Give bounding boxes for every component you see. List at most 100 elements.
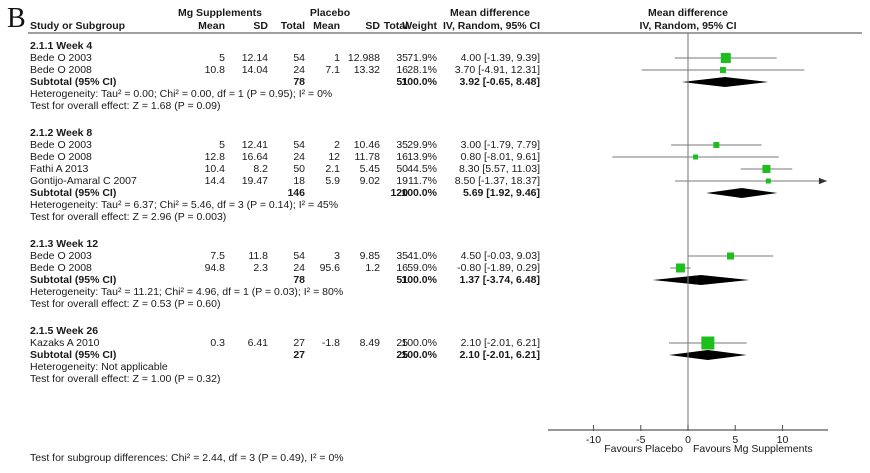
mg-sd: 8.2 <box>253 163 268 175</box>
weight: 13.9% <box>407 151 437 163</box>
ci-arrow-right-icon <box>818 177 827 185</box>
favours-left-label: Favours Placebo <box>604 443 683 455</box>
pl-sd: 9.02 <box>359 175 380 187</box>
mg-total: 27 <box>293 349 305 361</box>
mg-sd: 16.64 <box>241 151 268 163</box>
pl-total: 16 <box>396 151 408 163</box>
subtotal-diamond <box>706 188 778 198</box>
subtotal-label: Subtotal (95% CI) <box>30 187 117 199</box>
pl-total: 51 <box>396 76 408 88</box>
col-header-pl-total: Total <box>383 20 408 32</box>
favours-right-label: Favours Mg Supplements <box>693 443 813 455</box>
subtotal-label: Subtotal (95% CI) <box>30 76 117 88</box>
mg-mean: 12.8 <box>204 151 225 163</box>
pl-sd: 8.49 <box>359 337 380 349</box>
subtotal-label: Subtotal (95% CI) <box>30 349 117 361</box>
axis-tick-label: -10 <box>586 434 601 446</box>
pl-mean: 5.9 <box>325 175 340 187</box>
mg-sd: 2.3 <box>253 262 268 274</box>
study-name: Kazaks A 2010 <box>30 337 100 349</box>
col-header-pl-sd: SD <box>365 20 380 32</box>
plot-column-title: Mean difference <box>648 7 728 19</box>
pl-mean: 7.1 <box>325 64 340 76</box>
mg-sd: 19.47 <box>241 175 268 187</box>
study-name: Fathi A 2013 <box>30 163 89 175</box>
axis-tick-label: -5 <box>636 434 645 446</box>
study-name: Bede O 2003 <box>30 139 92 151</box>
pl-total: 35 <box>396 250 408 262</box>
effect-square <box>693 154 699 160</box>
heterogeneity-text: Heterogeneity: Not applicable <box>30 361 168 373</box>
study-name: Gontijo-Amaral C 2007 <box>30 175 137 187</box>
weight: 28.1% <box>407 64 437 76</box>
overall-effect-text: Test for overall effect: Z = 1.00 (P = 0… <box>30 373 221 385</box>
group-header-mg: Mg Supplements <box>177 7 262 19</box>
weight: 41.0% <box>407 250 437 262</box>
pl-mean: 2 <box>334 139 340 151</box>
pl-sd: 5.45 <box>359 163 380 175</box>
col-header-mg-mean: Mean <box>198 20 225 32</box>
ci-text: 0.80 [-8.01, 9.61] <box>460 151 540 163</box>
panel-label: B <box>7 3 26 34</box>
subgroup-title: 2.1.3 Week 12 <box>30 238 99 250</box>
study-name: Bede O 2003 <box>30 250 92 262</box>
weight: 100.0% <box>401 76 437 88</box>
mg-total: 146 <box>287 187 305 199</box>
ci-text: 3.00 [-1.79, 7.79] <box>460 139 540 151</box>
mg-total: 54 <box>293 139 305 151</box>
study-name: Bede O 2008 <box>30 64 92 76</box>
weight: 44.5% <box>407 163 437 175</box>
weight: 100.0% <box>401 337 437 349</box>
mg-mean: 10.8 <box>204 64 225 76</box>
group-header-placebo: Placebo <box>309 7 351 19</box>
ci-text: 8.30 [5.57, 11.03] <box>459 163 540 175</box>
pl-total: 120 <box>390 187 408 199</box>
col-header-weight: Weight <box>402 20 437 32</box>
weight: 100.0% <box>401 187 437 199</box>
study-name: Bede O 2008 <box>30 151 92 163</box>
effect-square <box>675 263 685 273</box>
pl-mean: 12 <box>328 151 340 163</box>
pl-mean: 2.1 <box>325 163 340 175</box>
pl-mean: -1.8 <box>321 337 340 349</box>
pl-mean: 95.6 <box>319 262 340 274</box>
subtotal-diamond <box>669 350 747 360</box>
pl-sd: 12.988 <box>347 52 380 64</box>
ci-text: 5.69 [1.92, 9.46] <box>462 187 540 199</box>
effect-column-title: Mean difference <box>450 7 530 19</box>
pl-sd: 1.2 <box>365 262 380 274</box>
pl-sd: 11.78 <box>354 151 381 163</box>
mg-sd: 14.04 <box>241 64 268 76</box>
pl-sd: 10.46 <box>353 139 380 151</box>
pl-total: 35 <box>396 52 408 64</box>
pl-total: 16 <box>396 262 408 274</box>
col-header-pl-mean: Mean <box>313 20 340 32</box>
pl-mean: 3 <box>334 250 340 262</box>
subtotal-diamond <box>681 77 769 87</box>
pl-mean: 1 <box>334 52 340 64</box>
mg-mean: 5 <box>219 52 225 64</box>
mg-mean: 14.4 <box>204 175 225 187</box>
mg-mean: 10.4 <box>204 163 225 175</box>
effect-square <box>720 53 731 63</box>
subtotal-diamond <box>652 275 750 285</box>
mg-sd: 6.41 <box>247 337 268 349</box>
mg-mean: 5 <box>219 139 225 151</box>
pl-sd: 9.85 <box>359 250 380 262</box>
ci-text: 2.10 [-2.01, 6.21] <box>459 349 540 361</box>
subgroup-title: 2.1.1 Week 4 <box>30 40 93 52</box>
mg-total: 27 <box>293 337 305 349</box>
ci-text: 3.70 [-4.91, 12.31] <box>454 64 540 76</box>
pl-total: 51 <box>396 274 408 286</box>
study-name: Bede O 2003 <box>30 52 92 64</box>
mg-total: 54 <box>293 52 305 64</box>
overall-effect-text: Test for overall effect: Z = 0.53 (P = 0… <box>30 298 221 310</box>
overall-effect-text: Test for overall effect: Z = 2.96 (P = 0… <box>30 211 227 223</box>
mg-sd: 11.8 <box>248 250 268 262</box>
axis-tick-label: 5 <box>732 434 738 446</box>
ci-text: 8.50 [-1.37, 18.37] <box>454 175 540 187</box>
mg-total: 18 <box>293 175 305 187</box>
subtotal-label: Subtotal (95% CI) <box>30 274 117 286</box>
ci-text: 1.37 [-3.74, 6.48] <box>459 274 540 286</box>
